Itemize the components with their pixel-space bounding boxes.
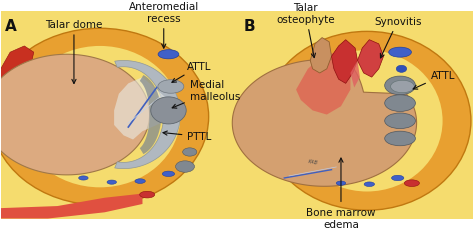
Polygon shape — [239, 12, 474, 219]
Circle shape — [336, 181, 346, 185]
Polygon shape — [357, 40, 383, 78]
Text: Talar dome: Talar dome — [45, 20, 103, 84]
Circle shape — [107, 180, 117, 184]
Text: Medial
malleolus: Medial malleolus — [172, 80, 240, 109]
Text: PTTL: PTTL — [163, 131, 212, 142]
Text: A: A — [5, 19, 17, 34]
Text: Synovitis: Synovitis — [374, 17, 421, 59]
Polygon shape — [114, 78, 171, 140]
Polygon shape — [0, 12, 239, 219]
Ellipse shape — [19, 47, 180, 188]
Ellipse shape — [158, 80, 184, 94]
Ellipse shape — [292, 51, 443, 192]
Ellipse shape — [385, 95, 415, 112]
Text: ATTL: ATTL — [172, 62, 212, 83]
Polygon shape — [331, 40, 357, 84]
Circle shape — [389, 48, 411, 58]
Ellipse shape — [385, 113, 415, 129]
Text: Talar
osteophyte: Talar osteophyte — [276, 3, 335, 58]
Ellipse shape — [182, 148, 197, 156]
Ellipse shape — [0, 29, 209, 205]
Ellipse shape — [151, 97, 186, 124]
Ellipse shape — [385, 77, 415, 95]
Ellipse shape — [391, 81, 414, 93]
Ellipse shape — [385, 132, 415, 146]
Polygon shape — [0, 47, 34, 84]
Polygon shape — [350, 61, 360, 88]
Circle shape — [392, 176, 404, 181]
Polygon shape — [140, 76, 161, 155]
Polygon shape — [0, 194, 143, 219]
Ellipse shape — [175, 161, 194, 173]
Ellipse shape — [396, 66, 407, 73]
Polygon shape — [296, 53, 350, 115]
Text: B: B — [244, 19, 255, 34]
Circle shape — [364, 182, 374, 187]
Polygon shape — [0, 55, 150, 175]
Text: Anteromedial
recess: Anteromedial recess — [128, 3, 199, 49]
Ellipse shape — [263, 32, 471, 210]
Circle shape — [404, 180, 419, 187]
Circle shape — [162, 171, 174, 177]
Text: KAB: KAB — [308, 158, 319, 165]
Polygon shape — [0, 78, 43, 111]
Circle shape — [158, 50, 179, 60]
Polygon shape — [5, 111, 43, 132]
Polygon shape — [232, 60, 417, 186]
Circle shape — [140, 191, 155, 198]
Circle shape — [135, 179, 146, 184]
Circle shape — [79, 176, 88, 180]
Text: ATTL: ATTL — [413, 71, 455, 90]
Text: Bone marrow
edema: Bone marrow edema — [306, 158, 376, 229]
Polygon shape — [310, 38, 331, 74]
Polygon shape — [115, 61, 180, 169]
